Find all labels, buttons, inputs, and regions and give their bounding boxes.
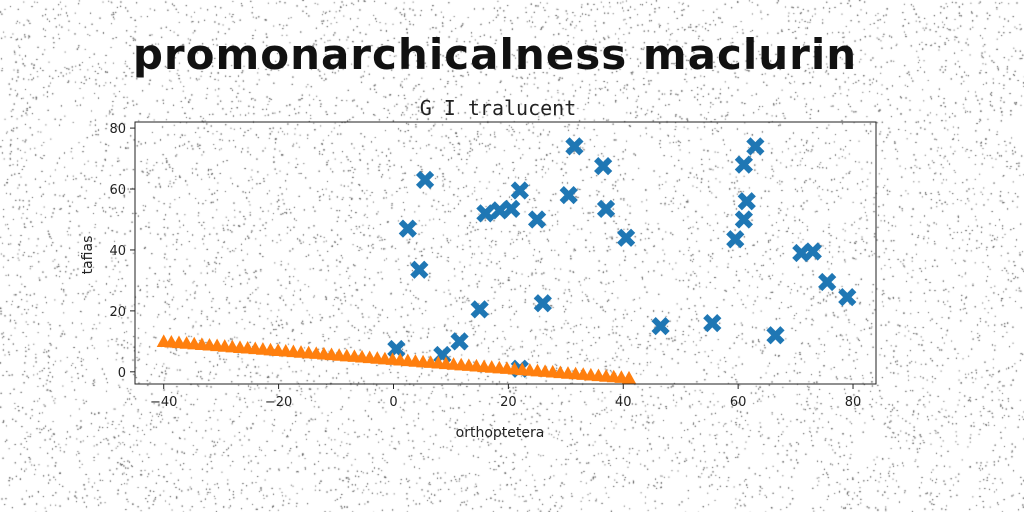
data-point-x	[387, 339, 406, 359]
data-point-x	[651, 316, 670, 336]
data-point-x	[746, 137, 765, 156]
data-point-x	[410, 260, 429, 279]
plot-axes	[134, 121, 877, 385]
x-ticks: −40 −20 0 20 40 60 80	[150, 384, 861, 410]
y-ticks: 0 20 40 60 80	[109, 122, 135, 381]
data-point-x	[818, 272, 837, 292]
data-point-x	[617, 228, 636, 247]
data-point-x	[527, 210, 547, 229]
x-tick-label: 0	[389, 395, 397, 410]
data-point-x	[398, 219, 417, 238]
series-blue-x	[387, 137, 857, 378]
data-point-x	[803, 242, 822, 261]
data-point-x	[737, 192, 756, 211]
x-tick-label: −20	[265, 395, 292, 410]
x-tick-label: −40	[150, 395, 177, 410]
data-point-triangle	[622, 370, 636, 384]
y-tick-label: 0	[118, 366, 126, 381]
data-point-x	[596, 199, 616, 218]
data-point-x	[450, 332, 469, 351]
data-point-x	[594, 157, 613, 176]
data-point-x	[766, 326, 785, 345]
data-point-x	[502, 199, 521, 218]
x-axis-label: orthoptetera	[456, 425, 545, 441]
x-tick-label: 40	[615, 395, 632, 410]
chart-subtitle: G I tralucent	[420, 96, 577, 120]
data-point-x	[734, 210, 754, 229]
data-point-x	[533, 294, 552, 313]
data-point-x	[510, 181, 529, 200]
data-point-x	[470, 300, 489, 319]
y-tick-label: 60	[109, 183, 126, 198]
data-point-x	[734, 155, 754, 174]
y-tick-label: 80	[109, 122, 126, 137]
main-title: promonarchicalness maclurin	[132, 30, 858, 79]
plot-frame	[134, 121, 877, 385]
data-point-x	[726, 230, 745, 249]
x-tick-label: 60	[730, 395, 747, 410]
data-point-x	[559, 185, 578, 205]
data-point-x	[703, 313, 722, 333]
data-point-x	[565, 137, 584, 156]
x-tick-label: 80	[845, 395, 862, 410]
data-point-x	[415, 170, 435, 190]
y-tick-label: 40	[109, 244, 126, 259]
series-orange-triangles	[156, 334, 636, 384]
x-tick-label: 20	[500, 395, 517, 410]
y-axis-label: tafias	[80, 236, 96, 275]
data-point-x	[838, 288, 857, 307]
data-point-x	[476, 204, 495, 223]
y-tick-label: 20	[109, 305, 126, 320]
